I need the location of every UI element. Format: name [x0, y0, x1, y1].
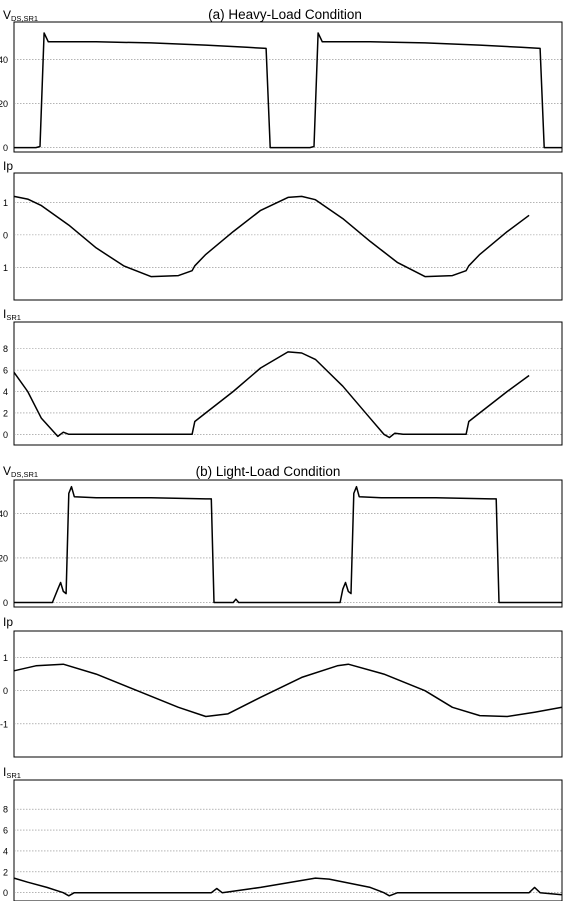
plot-frame [13, 321, 563, 446]
y-tick-label: 4 [3, 846, 8, 856]
y-tick-label: 20 [0, 553, 8, 563]
y-axis-label-main: I [3, 307, 6, 321]
y-tick-label: 0 [3, 686, 8, 696]
y-tick-label: 0 [3, 143, 8, 153]
y-tick-label: 2 [3, 867, 8, 877]
y-axis-label-subscript: DS,SR1 [11, 14, 38, 23]
y-axis-label-main: V [3, 464, 11, 478]
waveform-line [13, 351, 530, 439]
y-axis-label: ISR1 [3, 307, 21, 322]
waveform-line [13, 877, 563, 897]
y-tick-label: 20 [0, 99, 8, 109]
y-tick-label: 1 [3, 263, 8, 273]
plot-frame [13, 479, 563, 608]
y-tick-label: 1 [3, 653, 8, 663]
y-axis-label: Ip [3, 159, 13, 173]
panel-6: 0 2 4 6 8 ISR1 [3, 765, 563, 901]
y-tick-label: 40 [0, 55, 8, 65]
y-axis-label-main: V [3, 8, 11, 22]
panel-title: (a) Heavy-Load Condition [208, 7, 362, 22]
panel-4: 0 20 40 VDS,SR1 (b) Light-Load Condition [0, 464, 563, 608]
y-axis-label-subscript: SR1 [6, 313, 21, 322]
plot-frame [13, 172, 563, 301]
panel-3: 0 2 4 6 8 ISR1 [3, 307, 563, 446]
waveform-line [13, 663, 563, 718]
y-tick-label: 8 [3, 344, 8, 354]
y-tick-label: 0 [3, 230, 8, 240]
y-tick-label: 6 [3, 366, 8, 376]
y-axis-label: Ip [3, 615, 13, 629]
y-axis-label-subscript: DS,SR1 [11, 470, 38, 479]
panel-5: 1 0 -1 Ip [0, 615, 563, 758]
y-tick-label: 0 [3, 598, 8, 608]
panel-2: 1 0 1 Ip [3, 159, 563, 301]
y-tick-label: 0 [3, 888, 8, 898]
waveform-line [13, 195, 530, 278]
y-tick-label: 8 [3, 805, 8, 815]
y-tick-label: -1 [0, 719, 8, 729]
y-tick-label: 6 [3, 826, 8, 836]
y-tick-label: 40 [0, 509, 8, 519]
y-axis-label: VDS,SR1 [3, 464, 38, 479]
y-tick-label: 4 [3, 387, 8, 397]
y-tick-label: 1 [3, 198, 8, 208]
y-axis-label-main: Ip [3, 615, 13, 629]
y-axis-label-main: Ip [3, 159, 13, 173]
y-axis-label: ISR1 [3, 765, 21, 780]
panel-title: (b) Light-Load Condition [196, 464, 341, 479]
y-axis-label: VDS,SR1 [3, 8, 38, 23]
plot-frame [13, 779, 563, 901]
y-tick-label: 2 [3, 408, 8, 418]
y-axis-label-subscript: SR1 [6, 771, 21, 780]
y-axis-label-main: I [3, 765, 6, 779]
y-tick-label: 0 [3, 430, 8, 440]
plot-frame [13, 21, 563, 153]
waveform-line [14, 485, 562, 604]
waveform-line [14, 32, 562, 149]
plot-frame [13, 630, 563, 758]
panel-1: 0 20 40 VDS,SR1 (a) Heavy-Load Condition [0, 7, 563, 153]
